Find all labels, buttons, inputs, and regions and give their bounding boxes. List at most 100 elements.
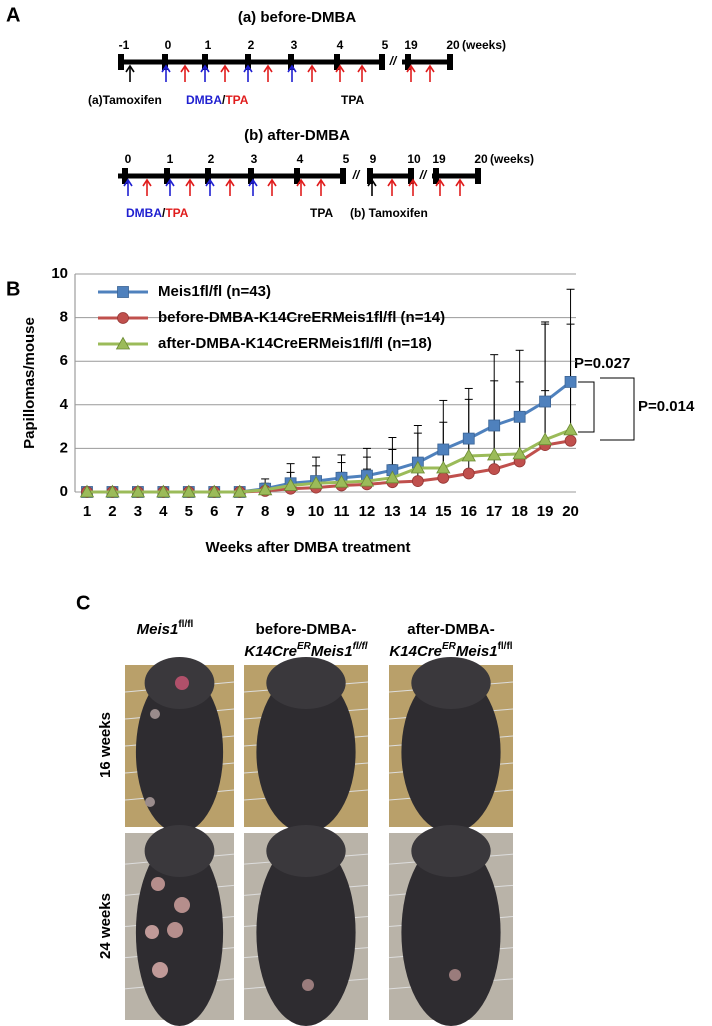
week-label: 19 bbox=[404, 38, 418, 52]
arrow-head bbox=[335, 64, 345, 73]
p-value: P=0.027 bbox=[574, 355, 630, 372]
marker bbox=[207, 484, 222, 498]
marker bbox=[283, 478, 298, 491]
x-tick-label: 3 bbox=[134, 503, 142, 520]
x-tick-label: 18 bbox=[511, 503, 528, 520]
tamoxifen-label: (a)Tamoxifen bbox=[88, 93, 162, 107]
break-mark: // bbox=[419, 168, 428, 182]
arrow-head bbox=[205, 178, 215, 187]
marker bbox=[308, 475, 324, 489]
week-label: -1 bbox=[119, 38, 130, 52]
marker bbox=[488, 419, 501, 432]
week-tick bbox=[294, 168, 300, 184]
week-tick bbox=[408, 168, 414, 184]
marker bbox=[385, 470, 400, 484]
week-label: 4 bbox=[337, 38, 344, 52]
x-tick-label: 19 bbox=[537, 503, 554, 520]
papilloma bbox=[150, 709, 160, 719]
marker bbox=[437, 443, 450, 456]
papilloma bbox=[145, 797, 155, 807]
marker bbox=[437, 471, 450, 484]
x-tick-label: 8 bbox=[261, 503, 269, 520]
marker bbox=[563, 422, 578, 436]
legend-label: after-DMBA-K14CreERMeis1fl/fl (n=18) bbox=[158, 335, 432, 352]
header-part: K14Cre bbox=[389, 643, 442, 660]
marker bbox=[564, 434, 577, 447]
header-part: Meis1 bbox=[311, 643, 353, 660]
arrow-head bbox=[165, 178, 175, 187]
column-header: after-DMBA- bbox=[407, 621, 495, 638]
week-tick bbox=[288, 54, 294, 70]
marker bbox=[537, 432, 553, 446]
x-tick-label: 11 bbox=[334, 503, 350, 520]
row-label: 24 weeks bbox=[97, 893, 114, 959]
week-tick bbox=[164, 168, 170, 184]
x-tick-label: 15 bbox=[435, 503, 452, 520]
arrow-head bbox=[267, 178, 277, 187]
arrow-head bbox=[455, 178, 465, 187]
arrow-head bbox=[307, 64, 317, 73]
header-part: fl/fl bbox=[178, 619, 193, 630]
series-line bbox=[87, 428, 572, 494]
marker bbox=[156, 484, 171, 498]
papilloma bbox=[151, 877, 165, 891]
treatment-part: DMBA bbox=[126, 206, 162, 220]
week-tick bbox=[433, 168, 439, 184]
mouse-shoulders bbox=[144, 825, 215, 877]
legend-label: before-DMBA-K14CreERMeis1fl/fl (n=14) bbox=[158, 309, 445, 326]
marker bbox=[512, 446, 527, 460]
marker bbox=[564, 376, 577, 388]
marker bbox=[359, 473, 375, 487]
arrow-head bbox=[263, 64, 273, 73]
arrow-head bbox=[287, 64, 297, 73]
marker bbox=[488, 463, 501, 476]
series-line bbox=[87, 380, 572, 494]
week-label: 5 bbox=[382, 38, 389, 52]
papilloma bbox=[302, 979, 314, 991]
mouse-body bbox=[256, 671, 356, 833]
treatment-label: DMBA/TPA bbox=[126, 206, 189, 220]
legend-marker bbox=[117, 286, 129, 298]
marker bbox=[130, 484, 146, 498]
arrow-head bbox=[161, 64, 171, 73]
week-tick bbox=[475, 168, 481, 184]
week-tick bbox=[205, 168, 211, 184]
x-tick-label: 9 bbox=[286, 503, 294, 520]
arrow-head bbox=[225, 178, 235, 187]
arrow-head bbox=[296, 178, 306, 187]
week-label: 2 bbox=[248, 38, 255, 52]
x-axis-title: Weeks after DMBA treatment bbox=[205, 539, 410, 556]
marker bbox=[487, 447, 502, 461]
column-header: before-DMBA- bbox=[256, 621, 357, 638]
arrow-head bbox=[123, 178, 133, 187]
panel-label: A bbox=[6, 4, 20, 26]
arrow-head bbox=[367, 178, 377, 187]
week-tick bbox=[379, 54, 385, 70]
timeline-title: (b) after-DMBA bbox=[244, 127, 350, 144]
header-part: ER bbox=[442, 641, 457, 652]
p-value: P=0.014 bbox=[638, 398, 695, 415]
header-part: K14Cre bbox=[244, 643, 297, 660]
week-label: 1 bbox=[205, 38, 212, 52]
x-tick-label: 12 bbox=[359, 503, 376, 520]
week-label: 1 bbox=[167, 152, 174, 166]
mouse-shoulders bbox=[266, 825, 346, 877]
header-part: fl/fl bbox=[498, 641, 513, 652]
x-tick-label: 10 bbox=[308, 503, 325, 520]
papilloma bbox=[175, 676, 189, 690]
marker bbox=[105, 484, 120, 498]
x-tick-label: 14 bbox=[410, 503, 427, 520]
column-header: K14CreERMeis1fl/fl bbox=[244, 641, 367, 660]
header-part: before-DMBA- bbox=[256, 621, 357, 638]
arrow-head bbox=[316, 178, 326, 187]
week-tick bbox=[245, 54, 251, 70]
week-tick bbox=[118, 54, 124, 70]
y-tick-label: 2 bbox=[60, 439, 68, 456]
arrow-head bbox=[387, 178, 397, 187]
arrow-head bbox=[425, 64, 435, 73]
week-label: 0 bbox=[125, 152, 132, 166]
tamoxifen-label: (b) Tamoxifen bbox=[350, 206, 428, 220]
papilloma bbox=[167, 922, 183, 938]
week-label: 10 bbox=[407, 152, 421, 166]
